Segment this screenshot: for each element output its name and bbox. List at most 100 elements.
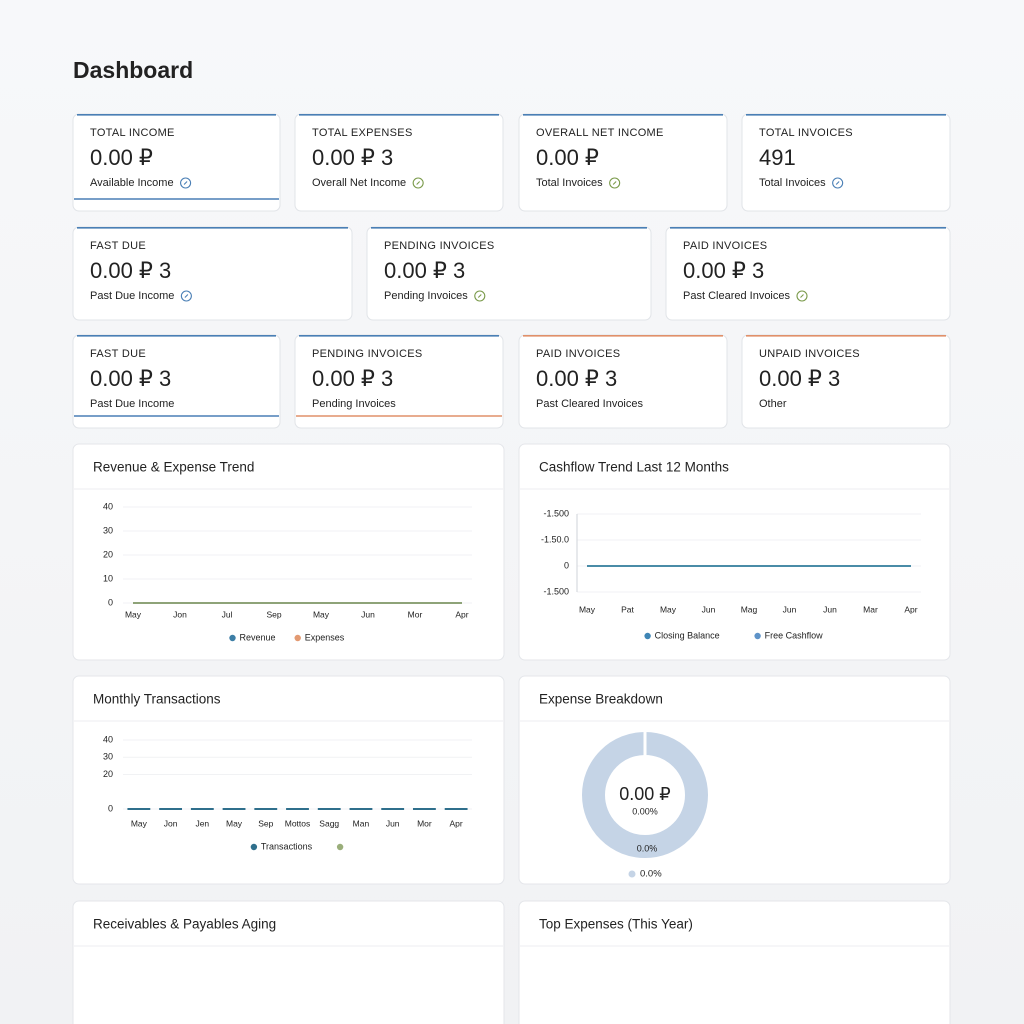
card-subtitle: Pending Invoices xyxy=(384,290,468,302)
bar xyxy=(381,808,405,810)
card-value: 0.00 ₽ xyxy=(536,145,599,170)
card-subtitle: Overall Net Income xyxy=(312,177,406,189)
legend-dot xyxy=(294,634,301,642)
y-tick-label: 40 xyxy=(103,501,113,511)
x-tick-label: Mor xyxy=(417,818,432,828)
legend-dot xyxy=(628,870,636,878)
panel xyxy=(518,900,951,1024)
info-icon xyxy=(832,177,844,189)
card-label: PAID INVOICES xyxy=(683,240,767,252)
card-subtitle: Past Cleared Invoices xyxy=(536,398,643,410)
bar xyxy=(444,808,468,810)
x-tick-label: Jun xyxy=(386,818,400,828)
info-icon xyxy=(796,290,808,302)
panel-title: Revenue & Expense Trend xyxy=(93,460,254,475)
bar xyxy=(412,808,436,810)
x-tick-label: Mag xyxy=(741,604,758,614)
x-tick-label: May xyxy=(226,818,243,828)
y-tick-label: 40 xyxy=(103,734,113,744)
info-icon xyxy=(184,294,189,298)
x-tick-label: Mottos xyxy=(285,818,311,828)
bar xyxy=(159,808,183,810)
legend-label: Transactions xyxy=(261,841,313,851)
legend-dot xyxy=(336,843,344,851)
page-title: Dashboard xyxy=(73,57,193,83)
x-tick-label: Jon xyxy=(164,818,178,828)
y-tick-label: -1.500 xyxy=(543,586,569,596)
legend-dot xyxy=(754,632,761,640)
card-subtitle: Available Income xyxy=(90,177,174,189)
legend-label: Free Cashflow xyxy=(765,630,824,640)
x-tick-label: Apr xyxy=(904,604,917,614)
x-tick-label: May xyxy=(660,604,677,614)
card-subtitle: Past Cleared Invoices xyxy=(683,290,790,302)
y-tick-label: 30 xyxy=(103,525,113,535)
x-tick-label: Jun xyxy=(823,604,837,614)
x-tick-label: May xyxy=(125,609,142,619)
panel xyxy=(518,675,951,885)
x-tick-label: Jun xyxy=(702,604,716,614)
x-tick-label: May xyxy=(131,818,148,828)
bar xyxy=(349,808,373,810)
panel-title: Monthly Transactions xyxy=(93,692,221,707)
card-label: TOTAL INVOICES xyxy=(759,127,853,139)
bar xyxy=(222,808,246,810)
donut-center-label: 0.00% xyxy=(632,806,658,816)
info-icon xyxy=(474,290,486,302)
x-tick-label: Sep xyxy=(258,818,273,828)
card-value: 0.00 ₽ xyxy=(90,145,153,170)
x-tick-label: Jen xyxy=(195,818,209,828)
card-value: 0.00 ₽ 3 xyxy=(384,258,465,283)
card-value: 0.00 ₽ 3 xyxy=(759,366,840,391)
panel-title: Expense Breakdown xyxy=(539,692,663,707)
legend-dot xyxy=(250,843,258,851)
info-icon xyxy=(609,177,621,189)
card-value: 0.00 ₽ 3 xyxy=(536,366,617,391)
x-tick-label: Sep xyxy=(266,609,281,619)
x-tick-label: Mor xyxy=(408,609,423,619)
card-value: 0.00 ₽ 3 xyxy=(683,258,764,283)
x-tick-label: Jun xyxy=(783,604,797,614)
y-tick-label: 20 xyxy=(103,769,113,779)
card-subtitle: Past Due Income xyxy=(90,290,174,302)
info-icon xyxy=(416,181,421,185)
y-tick-label: -1.500 xyxy=(543,508,569,518)
info-icon xyxy=(180,177,192,189)
card-subtitle: Pending Invoices xyxy=(312,398,396,410)
x-tick-label: Sagg xyxy=(319,818,339,828)
panel xyxy=(72,443,505,661)
panel xyxy=(72,900,505,1024)
x-tick-label: Jul xyxy=(222,609,233,619)
x-tick-label: May xyxy=(313,609,330,619)
info-icon xyxy=(412,177,424,189)
legend-label: 0.0% xyxy=(640,869,662,880)
card-label: PENDING INVOICES xyxy=(384,240,495,252)
x-tick-label: Apr xyxy=(455,609,468,619)
card-label: UNPAID INVOICES xyxy=(759,348,860,360)
card-label: TOTAL EXPENSES xyxy=(312,127,413,139)
info-icon xyxy=(835,181,840,185)
bar xyxy=(286,808,309,810)
y-tick-label: 20 xyxy=(103,549,113,559)
card-label: PAID INVOICES xyxy=(536,348,620,360)
bar xyxy=(190,808,214,810)
slice-label: 0.0% xyxy=(637,843,658,853)
panel-title: Receivables & Payables Aging xyxy=(93,917,276,932)
card-label: PENDING INVOICES xyxy=(312,348,423,360)
legend-dot xyxy=(229,634,236,642)
card-subtitle: Total Invoices xyxy=(759,177,826,189)
x-tick-label: May xyxy=(579,604,596,614)
card-label: TOTAL INCOME xyxy=(90,127,175,139)
bar xyxy=(317,808,341,810)
card-subtitle: Past Due Income xyxy=(90,398,174,410)
legend-dot xyxy=(644,632,651,640)
bar xyxy=(254,808,278,810)
card-value: 0.00 ₽ 3 xyxy=(90,366,171,391)
card-value: 0.00 ₽ 3 xyxy=(312,366,393,391)
info-icon xyxy=(612,181,617,185)
x-tick-label: Pat xyxy=(621,604,634,614)
card-label: FAST DUE xyxy=(90,240,146,252)
y-tick-label: 0 xyxy=(108,597,113,607)
